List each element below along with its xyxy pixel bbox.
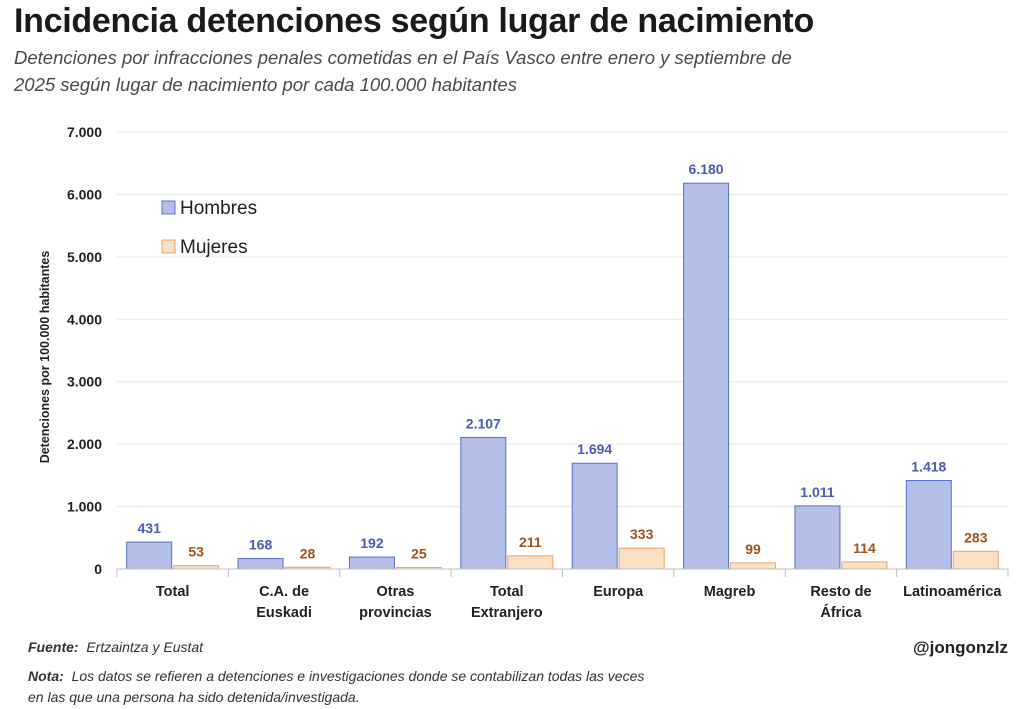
y-axis: 0 1.000 2.000 3.000 4.000 5.000 6.000 7.000 <box>67 124 102 577</box>
bar-hombres <box>348 556 395 570</box>
note-label: Nota: <box>28 668 64 684</box>
legend-label-hombres: Hombres <box>180 198 257 219</box>
bar-mujeres <box>618 547 665 570</box>
x-tick-label: Magreb <box>704 584 756 600</box>
data-label-hombres: 1.694 <box>577 441 612 457</box>
data-label-mujeres: 333 <box>630 526 654 542</box>
data-label-mujeres: 114 <box>853 540 876 556</box>
bar-hombres <box>237 558 284 570</box>
x-tick-label: Europa <box>593 584 644 600</box>
chart-title: Incidencia detenciones según lugar de na… <box>14 2 814 40</box>
y-tick-label: 2.000 <box>67 436 102 452</box>
legend-swatch-mujeres <box>161 239 176 254</box>
data-label-mujeres: 99 <box>745 541 761 557</box>
source-text: Ertzaintza y Eustat <box>86 639 204 655</box>
data-label-mujeres: 283 <box>964 529 988 545</box>
y-tick-label: 3.000 <box>67 374 102 390</box>
x-tick-label: Total <box>156 584 190 600</box>
x-tick-label: Otras provincias <box>359 584 432 621</box>
y-axis-label: Detenciones por 100.000 habitantes <box>38 251 52 464</box>
data-label-hombres: 192 <box>360 535 384 551</box>
data-label-hombres: 2.107 <box>466 415 501 431</box>
y-tick-label: 6.000 <box>67 186 102 202</box>
x-tick-label: Resto de África <box>810 584 871 621</box>
bar-mujeres <box>841 561 888 570</box>
x-tick-label-line: Latinoamérica <box>903 584 1002 600</box>
x-tick-label-line: Otras <box>376 584 414 600</box>
bar-hombres <box>683 182 730 570</box>
y-tick-label: 0 <box>94 561 102 577</box>
data-label-mujeres: 53 <box>188 544 204 560</box>
x-tick-label-line: Europa <box>593 584 644 600</box>
x-tick-label-line: Euskadi <box>256 605 312 621</box>
gridlines <box>117 131 1008 508</box>
author-handle: @jongonzlz <box>913 638 1008 657</box>
x-tick-label-line: Resto de <box>810 584 871 600</box>
note: Nota: Los datos se refieren a detencione… <box>28 666 648 708</box>
bar-mujeres <box>730 562 777 570</box>
source-label: Fuente: <box>28 639 79 655</box>
x-tick-label-line: C.A. de <box>259 584 309 600</box>
x-tick-label-line: Extranjero <box>471 605 543 621</box>
x-tick-label-line: Total <box>490 584 524 600</box>
x-axis: Total C.A. de Euskadi Otras provincias Total E… <box>116 568 1009 621</box>
y-tick-label: 4.000 <box>67 311 102 327</box>
note-text: Los datos se refieren a detenciones e in… <box>28 668 645 705</box>
x-tick-label: Total Extranjero <box>471 584 543 621</box>
x-tick-label-line: Total <box>156 584 190 600</box>
data-label-mujeres: 25 <box>411 545 427 561</box>
legend-label-mujeres: Mujeres <box>180 237 248 258</box>
bars: 431 53 168 28 192 25 2.107 211 1.694 333 6.180 99 1.… <box>126 161 999 570</box>
x-tick-label-line: África <box>820 604 862 621</box>
data-label-hombres: 168 <box>249 537 273 553</box>
bar-chart: 0 1.000 2.000 3.000 4.000 5.000 6.000 7.000 Det… <box>38 124 1009 621</box>
data-label-hombres: 1.011 <box>800 484 834 500</box>
bar-hombres <box>460 436 507 570</box>
data-label-mujeres: 28 <box>300 545 316 561</box>
bar-hombres <box>794 505 841 570</box>
x-tick-label: C.A. de Euskadi <box>256 584 312 621</box>
data-label-hombres: 1.418 <box>911 458 946 474</box>
legend: Hombres Mujeres <box>161 198 257 258</box>
bar-mujeres <box>952 550 999 570</box>
y-tick-label: 7.000 <box>67 124 102 140</box>
legend-swatch-hombres <box>161 200 176 215</box>
bar-hombres <box>905 479 952 570</box>
bar-mujeres <box>507 555 554 570</box>
x-tick-label: Latinoamérica <box>903 584 1002 600</box>
source-note: Fuente: Ertzaintza y Eustat <box>28 639 203 655</box>
chart-subtitle: Detenciones por infracciones penales com… <box>14 47 792 95</box>
data-label-mujeres: 211 <box>519 534 542 550</box>
x-tick-label-line: provincias <box>359 605 432 621</box>
y-tick-label: 5.000 <box>67 249 102 265</box>
bar-hombres <box>571 462 618 570</box>
y-tick-label: 1.000 <box>67 499 102 515</box>
data-label-hombres: 6.180 <box>689 161 724 177</box>
bar-hombres <box>126 541 173 570</box>
x-tick-label-line: Magreb <box>704 584 756 600</box>
data-label-hombres: 431 <box>138 520 162 536</box>
